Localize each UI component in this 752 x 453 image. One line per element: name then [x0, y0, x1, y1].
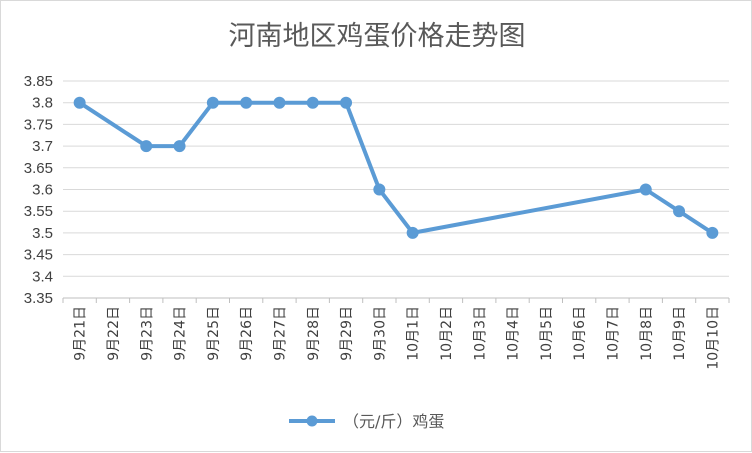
- x-tick-label: 9月30日: [372, 306, 388, 361]
- x-tick-label: 9月21日: [73, 306, 89, 361]
- chart-title: 河南地区鸡蛋价格走势图: [229, 21, 526, 52]
- y-tick-label: 3.35: [24, 290, 53, 307]
- y-tick-label: 3.7: [32, 138, 53, 155]
- x-tick-label: 10月2日: [439, 306, 455, 361]
- y-tick-label: 3.45: [24, 247, 53, 264]
- x-tick-label: 9月25日: [206, 306, 222, 361]
- data-point: [73, 96, 86, 109]
- data-point: [406, 226, 419, 239]
- data-point: [240, 96, 253, 109]
- x-tick-label: 9月24日: [173, 306, 189, 361]
- x-tick-label: 10月1日: [406, 306, 422, 361]
- x-tick-label: 10月4日: [506, 306, 522, 361]
- data-point: [140, 140, 153, 153]
- y-tick-labels: 3.35 3.4 3.45 3.5 3.55 3.6 3.65 3.7 3.75 3.8 3.85: [24, 73, 53, 307]
- y-tick-label: 3.75: [24, 116, 53, 133]
- y-tick-label: 3.4: [32, 268, 53, 285]
- y-tick-label: 3.85: [24, 73, 53, 90]
- series-layer: [73, 96, 719, 239]
- axes: [62, 297, 730, 303]
- data-point: [206, 96, 219, 109]
- x-tick-label: 10月3日: [472, 306, 488, 361]
- x-tick-label: 9月23日: [139, 306, 155, 361]
- data-point: [639, 183, 652, 196]
- data-point: [173, 140, 186, 153]
- legend[interactable]: （元/斤）鸡蛋: [289, 412, 444, 431]
- y-tick-label: 3.6: [32, 182, 53, 199]
- x-tick-label: 10月10日: [705, 306, 721, 370]
- x-tick-label: 10月9日: [672, 306, 688, 361]
- data-point: [340, 96, 353, 109]
- data-point: [373, 183, 386, 196]
- data-point: [673, 205, 686, 218]
- data-point: [273, 96, 286, 109]
- y-tick-label: 3.5: [32, 225, 53, 242]
- y-tick-label: 3.55: [24, 203, 53, 220]
- x-tick-label: 9月28日: [306, 306, 322, 361]
- legend-label: （元/斤）鸡蛋: [343, 412, 444, 431]
- y-tick-label: 3.8: [32, 95, 53, 112]
- x-tick-label: 10月5日: [539, 306, 555, 361]
- x-tick-label: 10月7日: [605, 306, 621, 361]
- x-tick-label: 10月6日: [572, 306, 588, 361]
- x-tick-label: 9月27日: [272, 306, 288, 361]
- data-point: [706, 226, 719, 239]
- grid-lines: [63, 80, 729, 277]
- x-tick-label: 10月8日: [639, 306, 655, 361]
- x-tick-label: 9月22日: [106, 306, 122, 361]
- y-tick-label: 3.65: [24, 160, 53, 177]
- x-tick-labels: 9月21日 9月22日 9月23日 9月24日 9月25日 9月26日 9月27日 9月28日…: [73, 306, 722, 370]
- legend-marker: [306, 415, 318, 427]
- x-tick-label: 9月26日: [239, 306, 255, 361]
- data-point: [306, 96, 319, 109]
- x-tick-label: 9月29日: [339, 306, 355, 361]
